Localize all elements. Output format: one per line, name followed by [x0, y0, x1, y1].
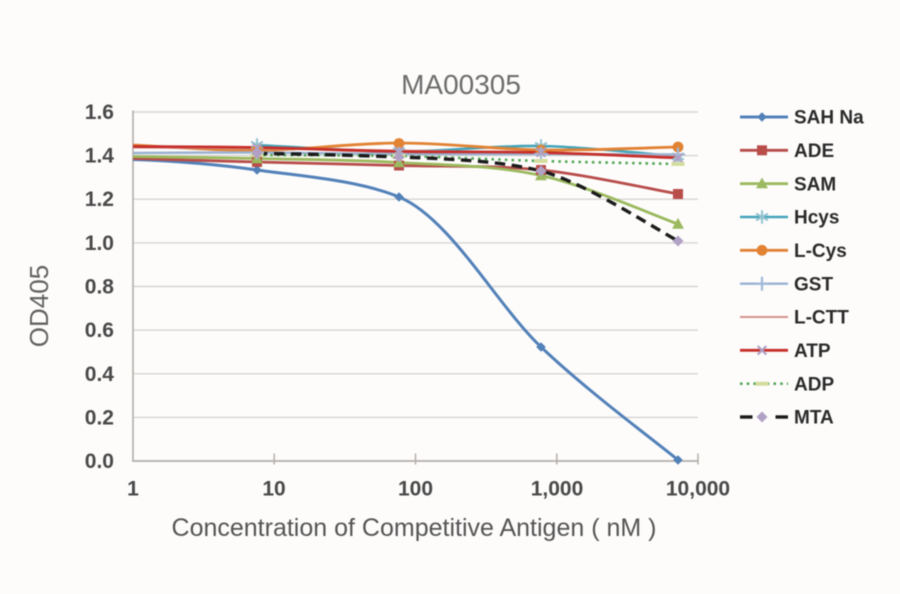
svg-text:ADP: ADP — [794, 374, 834, 395]
svg-text:0.6: 0.6 — [85, 319, 114, 342]
svg-text:1.4: 1.4 — [85, 145, 115, 168]
svg-text:0.4: 0.4 — [85, 363, 115, 386]
svg-text:L-Cys: L-Cys — [794, 241, 847, 262]
svg-text:L-CTT: L-CTT — [794, 308, 849, 329]
svg-text:0.2: 0.2 — [85, 406, 114, 429]
svg-text:Concentration of Competitive A: Concentration of Competitive Antigen ( n… — [172, 514, 657, 542]
svg-text:0.0: 0.0 — [85, 450, 114, 473]
svg-text:GST: GST — [794, 274, 833, 295]
svg-text:MA00305: MA00305 — [401, 69, 521, 100]
svg-text:ADE: ADE — [794, 141, 834, 162]
svg-text:ATP: ATP — [794, 341, 831, 362]
svg-text:SAM: SAM — [794, 174, 836, 195]
svg-text:1: 1 — [127, 478, 139, 501]
svg-text:Hcys: Hcys — [794, 208, 839, 229]
svg-text:1.2: 1.2 — [85, 188, 114, 211]
svg-text:1.0: 1.0 — [85, 232, 114, 255]
svg-text:0.8: 0.8 — [85, 276, 115, 299]
svg-text:10: 10 — [262, 478, 285, 501]
svg-text:1.6: 1.6 — [85, 101, 114, 124]
svg-text:MTA: MTA — [794, 408, 834, 429]
svg-text:100: 100 — [398, 478, 433, 501]
svg-text:SAH Na: SAH Na — [794, 108, 864, 129]
svg-text:1,000: 1,000 — [531, 478, 584, 501]
svg-text:10,000: 10,000 — [666, 478, 730, 501]
svg-text:OD405: OD405 — [24, 265, 54, 347]
